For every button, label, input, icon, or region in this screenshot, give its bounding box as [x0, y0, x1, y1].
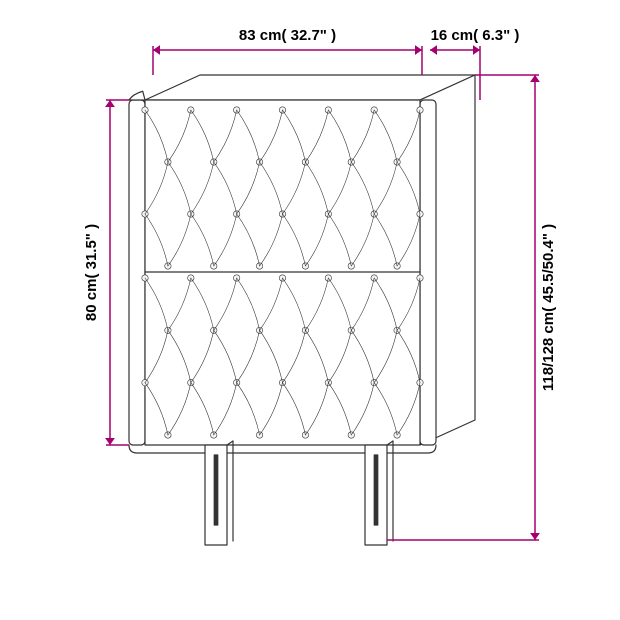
left-wing-top	[129, 91, 145, 100]
arrow-head	[105, 100, 115, 107]
arrow-head	[473, 45, 480, 55]
arrow-head	[415, 45, 422, 55]
right-wing-roll	[420, 100, 436, 445]
leg-slot	[214, 455, 218, 525]
arrow-head	[530, 533, 540, 540]
left-wing-roll	[129, 100, 145, 445]
width-label: 83 cm( 32.7" )	[239, 27, 336, 44]
depth-label: 16 cm( 6.3" )	[431, 27, 520, 44]
bottom-roll	[129, 445, 436, 453]
arrow-head	[530, 75, 540, 82]
headboard-drawing	[129, 75, 475, 545]
arrow-head	[430, 45, 437, 55]
leg-slot	[374, 455, 378, 525]
total-height-label: 118/128 cm( 45.5/50.4" )	[540, 224, 557, 391]
arrow-head	[153, 45, 160, 55]
arrow-head	[105, 438, 115, 445]
headboard-top-face	[145, 75, 475, 100]
panel-height-label: 80 cm( 31.5" )	[83, 224, 100, 321]
